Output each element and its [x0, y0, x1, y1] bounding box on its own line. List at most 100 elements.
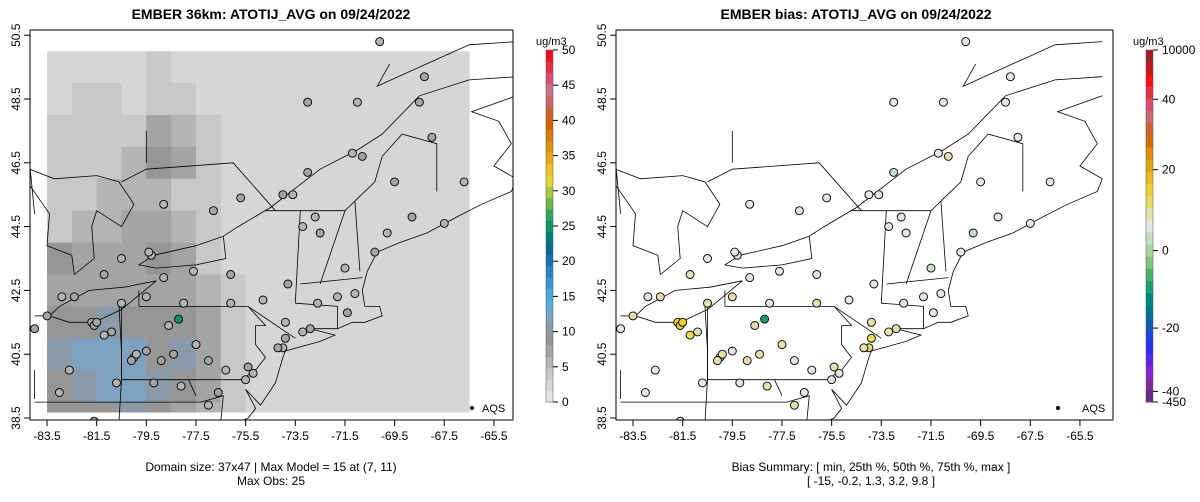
model-grid-cell — [96, 146, 122, 180]
obs-station-point — [99, 330, 109, 340]
colorbar-swatch — [1146, 256, 1153, 269]
obs-station-point — [315, 228, 325, 238]
bias-station-point — [762, 381, 772, 391]
plot-frame — [615, 29, 1114, 421]
bias-station-point — [750, 321, 760, 330]
y-tick-label: 50.5 — [595, 23, 609, 47]
model-grid-cell — [146, 83, 172, 116]
bias-station-point — [899, 298, 909, 308]
y-tick-label: 48.5 — [595, 87, 609, 111]
model-grid-cell — [245, 242, 271, 275]
boundary-line — [833, 306, 882, 339]
boundary-line — [354, 133, 438, 202]
model-grid-cell — [419, 210, 445, 244]
obs-station-point — [288, 190, 298, 200]
x-tick-label: -75.5 — [232, 429, 260, 443]
model-grid-cell — [220, 114, 247, 148]
boundary-line — [121, 306, 267, 381]
colorbar-swatch — [546, 61, 553, 74]
legend-dot-icon — [470, 406, 474, 410]
bias-station-point — [993, 212, 1003, 222]
y-tick-label: 48.5 — [9, 87, 23, 111]
model-grid-cell — [220, 306, 247, 339]
obs-station-point — [310, 212, 320, 222]
model-grid-cell — [320, 338, 346, 371]
obs-station-point — [298, 222, 308, 232]
y-tick-label: 38.5 — [9, 406, 23, 430]
map-content — [30, 37, 513, 420]
bias-station-point — [901, 228, 911, 238]
bias-station-point — [889, 97, 899, 107]
colorbar-swatch — [546, 288, 553, 301]
model-grid-cell — [419, 370, 445, 403]
model-grid-cell — [394, 178, 420, 212]
model-grid-cell — [270, 274, 296, 307]
obs-station-point — [117, 254, 126, 263]
model-grid-cell — [320, 83, 346, 116]
model-grid-cell — [121, 51, 147, 84]
model-grid-cell — [270, 370, 296, 403]
model-grid-cell — [444, 51, 470, 84]
obs-station-point — [64, 365, 74, 375]
bias-station-point — [926, 263, 936, 273]
model-grid-cell — [96, 51, 122, 84]
bias-station-point — [742, 356, 752, 366]
colorbar-swatch — [546, 174, 553, 187]
model-grid-cell — [196, 114, 222, 148]
model-grid-cell — [245, 402, 271, 413]
model-grid-cell — [47, 51, 73, 84]
boundary-line — [723, 235, 813, 269]
model-grid-cell — [295, 402, 321, 413]
colorbar-swatch — [546, 367, 553, 380]
model-grid-cell — [71, 242, 98, 275]
bias-station-point — [859, 343, 869, 353]
obs-station-point — [30, 324, 40, 334]
bias-station-point — [685, 270, 695, 279]
model-grid-cell — [320, 306, 346, 339]
obs-station-point — [42, 311, 52, 321]
model-grid-cell — [121, 306, 147, 339]
obs-station-point — [164, 321, 174, 330]
colorbar-swatch — [546, 231, 553, 244]
model-grid-cell — [196, 83, 222, 116]
model-grid-cell — [71, 114, 98, 148]
colorbar-tick-label: 5 — [562, 360, 569, 374]
model-grid-cell — [245, 210, 271, 244]
boundary-line — [616, 168, 721, 276]
model-grid-cell — [270, 51, 296, 84]
model-grid-cell — [245, 114, 271, 148]
model-grid-cell — [121, 210, 147, 244]
colorbar-tick-label: 30 — [562, 184, 576, 198]
boundary-line — [704, 379, 708, 420]
bias-station-point — [678, 317, 688, 327]
obs-station-point — [174, 314, 184, 324]
bias-station-point — [777, 340, 787, 350]
model-grid-cell — [345, 370, 371, 403]
colorbar-swatch — [546, 152, 553, 164]
colorbar-swatch — [1146, 268, 1153, 281]
obs-station-point — [357, 151, 367, 161]
model-grid-cell — [419, 306, 445, 339]
model-grid-cell — [96, 402, 122, 413]
obs-station-point — [419, 72, 429, 82]
colorbar-tick-label: 45 — [562, 78, 576, 92]
model-grid-cell — [444, 146, 470, 180]
model-grid-cell — [171, 178, 197, 212]
colorbar-swatch — [546, 140, 553, 153]
obs-station-point — [370, 247, 380, 257]
bias-station-point — [775, 266, 784, 276]
colorbar-swatch — [546, 118, 553, 130]
model-grid-cell — [369, 51, 396, 84]
bias-station-point — [655, 292, 665, 302]
colorbar-swatch — [546, 220, 553, 233]
obs-station-point — [169, 349, 179, 359]
y-tick-label: 46.5 — [595, 151, 609, 175]
model-grid-cell — [47, 210, 73, 244]
model-grid-cell — [295, 114, 321, 148]
colorbar-swatch — [546, 265, 553, 278]
model-grid-cell — [295, 370, 321, 403]
colorbar-tick-label: -450 — [1162, 395, 1186, 409]
model-grid-cell — [419, 242, 445, 275]
model-grid-cell — [419, 114, 445, 148]
model-grid-cell — [394, 306, 420, 339]
